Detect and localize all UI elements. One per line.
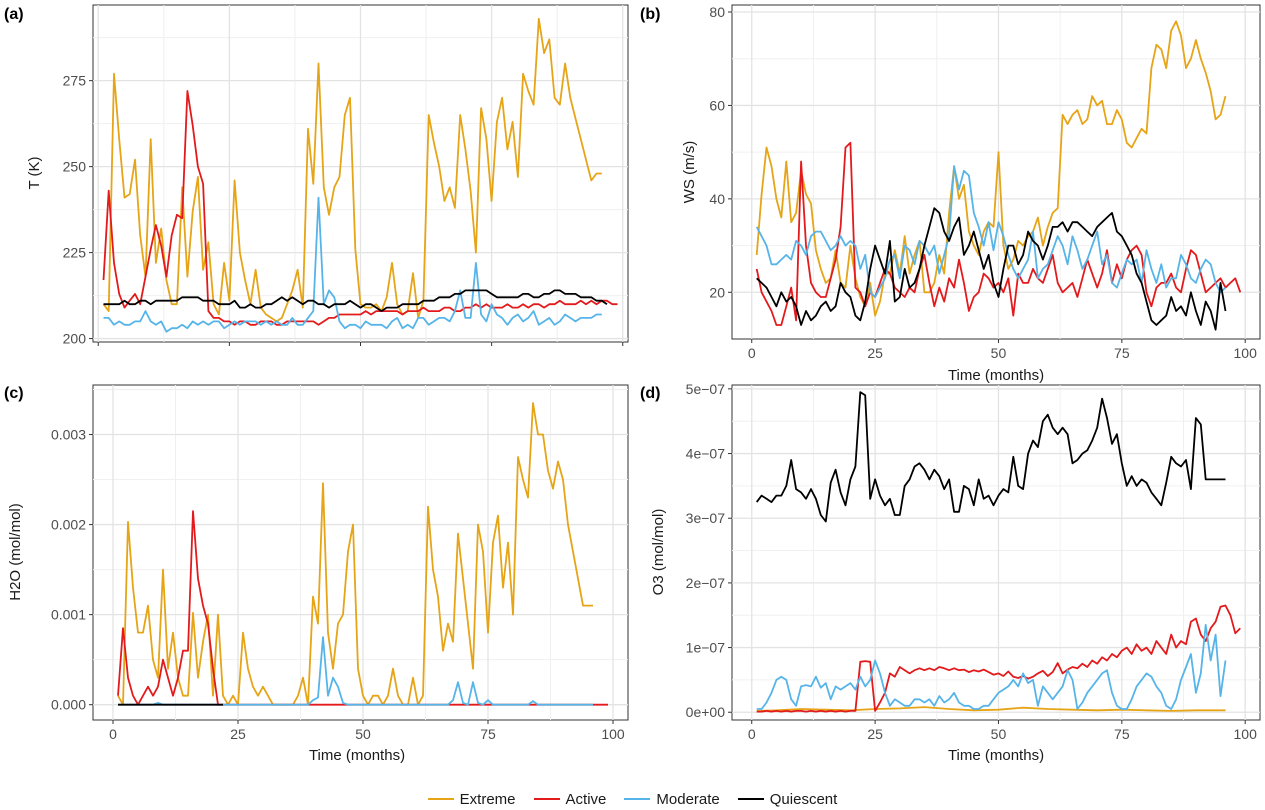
x-tick-label: 25	[867, 726, 883, 742]
x-tick-label: 100	[1234, 726, 1258, 742]
panel-c-tag: (c)	[4, 385, 24, 402]
panel-d-background	[731, 384, 1261, 721]
legend-label-quiescent: Quiescent	[769, 790, 838, 808]
x-tick-label: 50	[991, 726, 1007, 742]
panel-a: 200 225 250 275 (a) T (K)	[4, 4, 629, 347]
panel-b-series	[755, 20, 1242, 331]
x-tick-label: 75	[480, 726, 496, 742]
legend-label-moderate: Moderate	[656, 790, 720, 808]
y-tick-label: 0.000	[51, 697, 86, 713]
series-line-moderate	[755, 165, 1227, 298]
x-tick-label: 75	[1114, 726, 1130, 742]
y-tick-label: 0.001	[51, 607, 86, 623]
panel-c-xlabel: Time (months)	[309, 747, 405, 764]
legend-item-quiescent: Quiescent	[737, 790, 838, 808]
legend-swatch-active	[533, 798, 560, 800]
y-tick-label: 5e−07	[686, 381, 726, 397]
y-tick-label: 4e−07	[686, 446, 726, 462]
y-tick-label: 250	[63, 159, 87, 175]
y-tick-label: 225	[63, 245, 87, 261]
x-tick-label: 50	[991, 345, 1007, 361]
panel-b: 20 40 60 80 0 25 50 75 100 (b) WS (m/s) Time (mo…	[640, 4, 1261, 384]
series-line-extreme	[117, 402, 593, 706]
panel-a-series	[102, 17, 618, 333]
series-line-extreme	[102, 17, 602, 323]
series-line-quiescent	[755, 391, 1226, 523]
y-tick-label: 60	[709, 97, 725, 113]
series-line-quiescent	[756, 207, 1227, 331]
panel-c-background	[92, 384, 629, 721]
y-tick-label: 40	[709, 191, 725, 207]
panel-d-gridlines	[732, 385, 1260, 720]
x-tick-label: 0	[109, 726, 117, 742]
series-line-active	[102, 90, 618, 326]
panel-b-ylabel: WS (m/s)	[681, 141, 698, 203]
panel-d-ticks: 0e+00 1e−07 2e−07 3e−07 4e−07 5e−07 0 25 50 75 100	[686, 381, 1257, 742]
panel-b-ticks: 20 40 60 80 0 25 50 75 100	[709, 4, 1257, 361]
panel-a-tag: (a)	[4, 6, 24, 23]
legend: Extreme Active Moderate Quiescent	[0, 788, 1265, 810]
legend-label-active: Active	[565, 790, 607, 808]
panel-a-gridlines	[93, 5, 628, 342]
y-tick-label: 2e−07	[686, 575, 726, 591]
panel-a-ticks: 200 225 250 275	[63, 73, 624, 347]
panel-c: 0.000 0.001 0.002 0.003 0 25 50 75 100 (c) H2O (…	[4, 384, 629, 764]
y-tick-label: 0.002	[51, 517, 86, 533]
x-tick-label: 50	[355, 726, 371, 742]
y-tick-label: 3e−07	[686, 510, 726, 526]
panel-d: 0e+00 1e−07 2e−07 3e−07 4e−07 5e−07 0 25 50 75 100…	[640, 381, 1261, 764]
panel-a-ylabel: T (K)	[26, 156, 43, 189]
x-tick-label: 25	[867, 345, 883, 361]
series-line-extreme	[755, 20, 1227, 317]
panel-d-tag: (d)	[640, 385, 660, 402]
series-line-moderate	[103, 196, 602, 333]
series-line-extreme	[756, 706, 1226, 712]
panel-c-series	[117, 402, 608, 706]
y-tick-label: 80	[709, 4, 725, 20]
panel-b-tag: (b)	[640, 6, 660, 23]
y-tick-label: 1e−07	[686, 640, 726, 656]
x-tick-label: 25	[230, 726, 246, 742]
panel-b-xlabel: Time (months)	[948, 367, 1044, 384]
panel-c-ylabel: H2O (mol/mol)	[7, 503, 24, 601]
y-tick-label: 20	[709, 284, 725, 300]
panel-d-series	[755, 391, 1241, 713]
y-tick-label: 275	[63, 73, 87, 89]
legend-swatch-extreme	[427, 798, 454, 800]
y-tick-label: 0e+00	[686, 704, 726, 720]
panel-d-xlabel: Time (months)	[948, 747, 1044, 764]
legend-swatch-quiescent	[737, 798, 764, 800]
x-tick-label: 100	[1234, 345, 1258, 361]
legend-item-moderate: Moderate	[624, 790, 720, 808]
x-tick-label: 0	[748, 726, 756, 742]
panel-b-gridlines	[732, 5, 1260, 339]
panel-c-gridlines	[93, 385, 628, 720]
x-tick-label: 75	[1114, 345, 1130, 361]
legend-swatch-moderate	[624, 798, 651, 800]
y-tick-label: 200	[63, 331, 87, 347]
series-line-moderate	[756, 624, 1227, 710]
y-tick-label: 0.003	[51, 427, 86, 443]
legend-item-active: Active	[533, 790, 607, 808]
series-line-active	[755, 141, 1242, 326]
series-line-active	[756, 604, 1241, 713]
legend-label-extreme: Extreme	[459, 790, 516, 808]
x-tick-label: 100	[601, 726, 625, 742]
x-tick-label: 0	[748, 345, 756, 361]
panel-c-ticks: 0.000 0.001 0.002 0.003 0 25 50 75 100	[51, 427, 625, 742]
legend-item-extreme: Extreme	[427, 790, 516, 808]
panel-b-background	[731, 4, 1261, 340]
panel-d-ylabel: O3 (mol/mol)	[650, 509, 667, 596]
series-line-quiescent	[103, 289, 608, 313]
